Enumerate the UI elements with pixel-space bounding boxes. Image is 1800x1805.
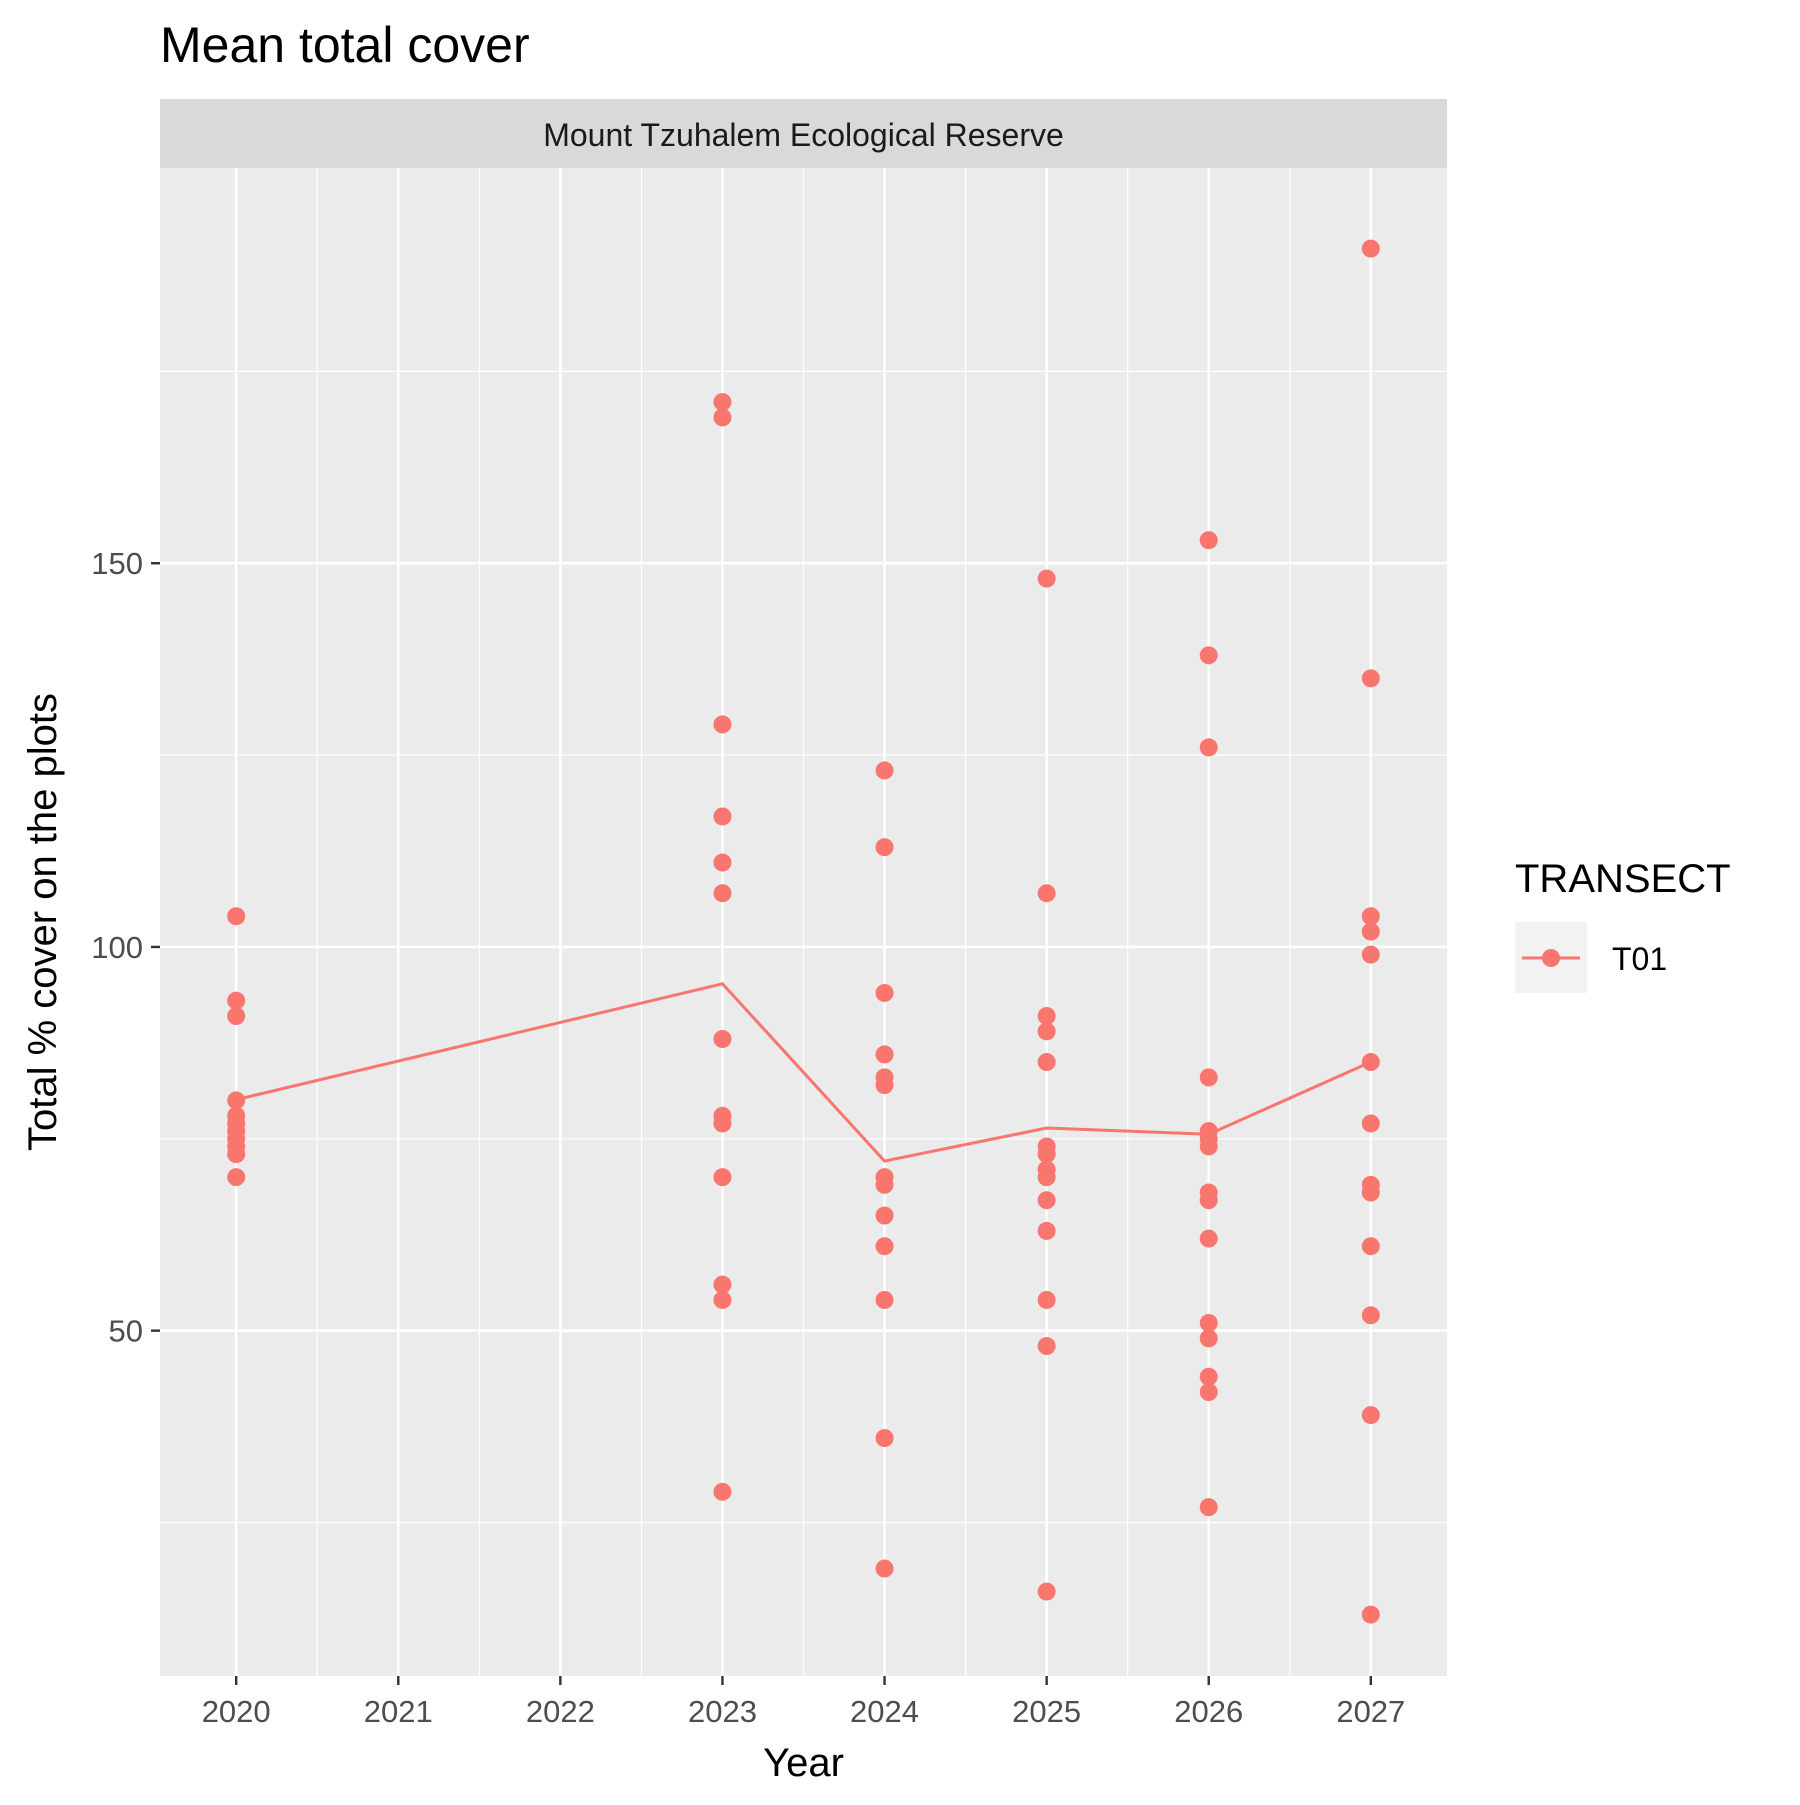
data-point	[1361, 1183, 1380, 1202]
data-point	[713, 1114, 732, 1133]
x-tick-labels: 2020 2021 2022 2023 2024 2025 2026 2027	[202, 1694, 1406, 1729]
data-point	[875, 1076, 894, 1095]
data-point	[713, 853, 732, 872]
y-axis-label: Total % cover on the plots	[21, 693, 65, 1151]
data-point	[1037, 569, 1056, 588]
data-point	[1037, 1053, 1056, 1072]
data-point	[1199, 531, 1218, 550]
x-tick-label: 2020	[202, 1694, 271, 1729]
data-point	[227, 1168, 246, 1187]
legend: TRANSECT T01	[1515, 857, 1731, 993]
data-point	[875, 1175, 894, 1194]
x-axis-label: Year	[763, 1741, 844, 1785]
x-tick-label: 2026	[1174, 1694, 1243, 1729]
data-point	[227, 1145, 246, 1164]
data-point	[1361, 1605, 1380, 1624]
data-point	[1199, 646, 1218, 665]
data-point	[1199, 738, 1218, 757]
series-mean-line	[235, 982, 1372, 1163]
data-point	[713, 1290, 732, 1309]
data-point	[713, 408, 732, 427]
axis-ticks	[151, 562, 1373, 1685]
data-point	[1199, 1498, 1218, 1517]
data-point	[713, 807, 732, 826]
data-point	[1037, 1022, 1056, 1041]
data-point	[1199, 1229, 1218, 1248]
data-point	[227, 907, 246, 926]
y-tick-label: 150	[91, 546, 143, 581]
facet-strip-label: Mount Tzuhalem Ecological Reserve	[543, 117, 1064, 153]
data-point	[1037, 1007, 1056, 1026]
x-tick-label: 2025	[1012, 1694, 1081, 1729]
data-point	[875, 1045, 894, 1064]
data-point	[875, 1559, 894, 1578]
x-tick-label: 2022	[526, 1694, 595, 1729]
series-points	[227, 239, 1380, 1624]
x-tick-label: 2021	[364, 1694, 433, 1729]
data-point	[875, 1206, 894, 1225]
data-point	[1361, 1306, 1380, 1325]
data-point	[1361, 922, 1380, 941]
data-point	[1199, 1329, 1218, 1348]
data-point	[1199, 1383, 1218, 1402]
data-point	[713, 715, 732, 734]
data-point	[1037, 1145, 1056, 1164]
series-line-T01	[235, 982, 1372, 1163]
data-point	[1037, 1191, 1056, 1210]
data-point	[713, 1275, 732, 1294]
data-point	[1361, 1114, 1380, 1133]
data-point	[1199, 1367, 1218, 1386]
data-point	[1361, 239, 1380, 258]
data-point	[1361, 1406, 1380, 1425]
data-point	[1037, 1168, 1056, 1187]
data-point	[875, 1237, 894, 1256]
data-point	[1037, 1582, 1056, 1601]
x-tick-label: 2023	[688, 1694, 757, 1729]
data-point	[1199, 1068, 1218, 1087]
data-point	[1037, 1337, 1056, 1356]
data-point	[1037, 1221, 1056, 1240]
data-point	[1361, 945, 1380, 964]
x-tick-label: 2024	[850, 1694, 919, 1729]
data-point	[1199, 1137, 1218, 1156]
data-point	[875, 983, 894, 1002]
data-point	[875, 838, 894, 857]
data-point	[875, 1429, 894, 1448]
data-point	[227, 1091, 246, 1110]
y-tick-label: 50	[109, 1314, 143, 1349]
data-point	[1361, 1053, 1380, 1072]
x-tick-label: 2027	[1336, 1694, 1405, 1729]
legend-entry-label: T01	[1612, 941, 1667, 977]
data-point	[1361, 1237, 1380, 1256]
y-tick-label: 100	[91, 930, 143, 965]
data-point	[1037, 1290, 1056, 1309]
data-point	[875, 761, 894, 780]
facet-strip	[160, 99, 1447, 168]
minor-gridlines	[160, 168, 1447, 1676]
data-point	[713, 1168, 732, 1187]
data-point	[1361, 669, 1380, 688]
y-tick-labels: 50 100 150	[91, 546, 143, 1348]
data-point	[1199, 1313, 1218, 1332]
data-point	[713, 884, 732, 903]
chart-title: Mean total cover	[160, 17, 530, 73]
data-point	[713, 1030, 732, 1049]
data-point	[713, 1482, 732, 1501]
data-point	[1361, 907, 1380, 926]
data-point	[713, 393, 732, 412]
data-point	[1037, 884, 1056, 903]
legend-key-point	[1542, 949, 1560, 967]
data-point	[875, 1290, 894, 1309]
data-point	[227, 991, 246, 1010]
data-point	[227, 1007, 246, 1026]
data-point	[1199, 1191, 1218, 1210]
legend-title: TRANSECT	[1515, 857, 1731, 901]
